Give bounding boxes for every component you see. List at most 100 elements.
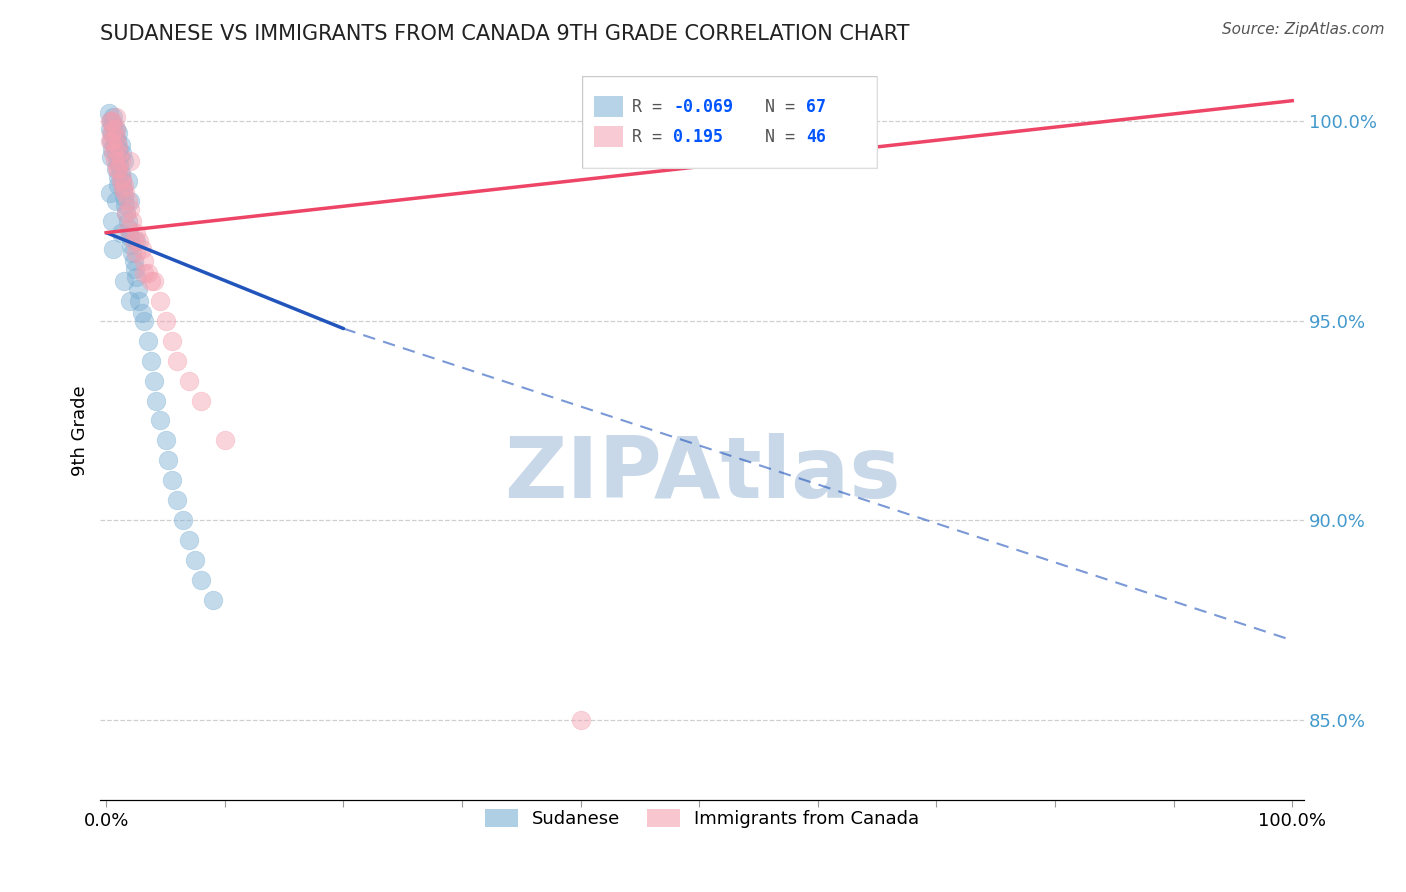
Point (104, 121, 127, 136)
Point (125, 245, 148, 260)
Text: SUDANESE VS IMMIGRANTS FROM CANADA 9TH GRADE CORRELATION CHART: SUDANESE VS IMMIGRANTS FROM CANADA 9TH G… (100, 24, 910, 44)
Point (103, 153, 125, 168)
Point (118, 229, 141, 244)
Point (104, 161, 127, 176)
Point (107, 142, 129, 156)
Point (112, 189, 135, 203)
Point (104, 129, 127, 144)
Point (142, 374, 165, 388)
Point (104, 110, 127, 124)
Point (111, 182, 134, 196)
Point (122, 253, 145, 268)
Point (156, 453, 179, 467)
Point (117, 221, 139, 235)
Point (128, 293, 150, 308)
Point (108, 150, 131, 164)
Point (134, 266, 156, 280)
Point (117, 213, 139, 227)
Point (108, 145, 131, 160)
Point (101, 126, 124, 140)
Point (142, 274, 165, 288)
Point (115, 205, 138, 219)
Point (103, 137, 125, 152)
Point (107, 161, 129, 176)
Point (110, 137, 132, 152)
Point (118, 293, 141, 308)
Point (149, 293, 172, 308)
Point (112, 178, 135, 192)
Point (118, 202, 141, 216)
Point (98, 186, 121, 200)
Point (121, 213, 143, 227)
Point (214, 434, 236, 448)
Point (103, 118, 125, 132)
Point (160, 334, 183, 348)
Point (114, 197, 136, 211)
Point (100, 126, 122, 140)
Point (179, 374, 201, 388)
Point (117, 174, 139, 188)
Point (111, 145, 134, 160)
Point (100, 150, 122, 164)
Point (131, 305, 153, 319)
Point (127, 282, 149, 296)
Text: ZIPAtlas: ZIPAtlas (503, 434, 900, 516)
Point (136, 334, 159, 348)
Point (155, 313, 177, 327)
Point (103, 145, 125, 160)
Point (105, 153, 128, 168)
Point (103, 242, 125, 256)
Point (110, 153, 132, 168)
Point (128, 234, 150, 248)
Point (155, 434, 177, 448)
Point (107, 169, 129, 184)
Point (104, 194, 127, 208)
Point (103, 129, 125, 144)
Point (121, 245, 143, 260)
Point (100, 134, 122, 148)
Point (111, 174, 134, 188)
Point (110, 174, 132, 188)
Point (124, 261, 146, 276)
Point (166, 493, 188, 508)
Point (101, 142, 124, 156)
Point (117, 194, 139, 208)
Point (101, 113, 124, 128)
Point (118, 194, 141, 208)
Point (104, 121, 127, 136)
Point (111, 182, 134, 196)
Point (145, 393, 167, 408)
Point (122, 234, 145, 248)
Point (118, 153, 141, 168)
Point (107, 137, 129, 152)
Point (103, 110, 125, 124)
Point (125, 226, 148, 240)
Point (112, 274, 135, 288)
Point (141, 274, 163, 288)
Point (115, 205, 138, 219)
Point (134, 253, 156, 268)
Point (98, 113, 121, 128)
Point (179, 533, 201, 548)
Point (105, 134, 128, 148)
Point (202, 593, 225, 607)
Point (98, 134, 121, 148)
Point (110, 166, 132, 180)
Point (149, 413, 172, 427)
Point (569, 713, 592, 727)
Point (108, 158, 131, 172)
Point (98, 121, 121, 136)
Point (136, 266, 159, 280)
Point (103, 142, 125, 156)
Point (118, 221, 141, 235)
Point (104, 145, 127, 160)
Point (103, 121, 125, 136)
Point (110, 226, 132, 240)
Point (101, 213, 124, 227)
Point (131, 242, 153, 256)
Y-axis label: 9th Grade: 9th Grade (72, 385, 89, 475)
Point (107, 126, 129, 140)
Point (112, 153, 135, 168)
Point (172, 513, 194, 527)
Point (184, 553, 207, 567)
